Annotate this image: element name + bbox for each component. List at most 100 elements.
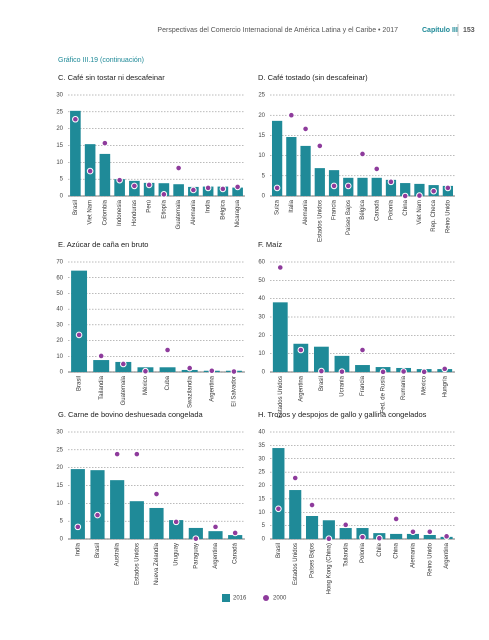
figure-label: Gráfico III.19 (continuación)	[58, 57, 144, 64]
y-tick-label: 0	[262, 194, 266, 200]
x-tick-label: Alemania	[411, 542, 417, 568]
x-tick-label: India	[75, 542, 81, 556]
dot	[376, 534, 383, 542]
bar	[110, 480, 125, 539]
dot	[160, 191, 168, 198]
dot	[308, 501, 316, 509]
dot	[204, 184, 212, 192]
y-tick-label: 25	[56, 109, 63, 115]
y-tick-label: 5	[262, 173, 266, 179]
dot	[342, 521, 349, 529]
dot	[86, 167, 94, 175]
y-tick-label: 15	[56, 143, 63, 149]
bar	[414, 183, 425, 196]
y-tick-label: 30	[56, 322, 63, 328]
dot	[325, 535, 333, 543]
dot	[401, 192, 409, 200]
dot	[116, 176, 123, 184]
bar	[423, 534, 436, 539]
dot	[441, 365, 449, 373]
dot	[231, 529, 239, 537]
x-tick-label: Uruguay	[174, 543, 180, 566]
x-tick-label: Hong Kong (China)	[326, 543, 332, 594]
dot	[387, 178, 395, 186]
dot	[420, 368, 428, 376]
dot	[153, 490, 160, 498]
bar	[93, 360, 110, 372]
y-tick-label: 5	[60, 519, 64, 525]
bar	[271, 120, 283, 196]
bar	[339, 528, 352, 539]
bar	[202, 186, 214, 196]
bar	[314, 168, 325, 196]
y-tick-label: 0	[262, 370, 266, 376]
x-tick-label: Francia	[360, 375, 366, 396]
bar	[305, 515, 319, 539]
y-tick-label: 10	[258, 153, 265, 159]
x-tick-label: Brasil	[276, 543, 282, 558]
chart-title: C. Café sin tostar ni descafeinar	[58, 73, 165, 82]
legend-swatch	[263, 595, 269, 601]
y-tick-label: 0	[60, 370, 64, 376]
x-tick-label: Honduras	[132, 200, 138, 226]
dot	[212, 523, 219, 531]
x-tick-label: Brasil	[319, 376, 325, 391]
y-tick-label: 30	[56, 93, 63, 99]
x-tick-label: Francia	[332, 199, 338, 220]
dot	[142, 367, 149, 375]
y-tick-label: 25	[56, 447, 63, 453]
dot	[74, 523, 82, 531]
legend-swatch	[222, 594, 230, 602]
bar	[208, 531, 223, 539]
bar	[272, 302, 288, 372]
y-tick-label: 60	[258, 260, 265, 266]
dot	[97, 352, 105, 360]
bar	[70, 469, 85, 539]
bar	[232, 187, 243, 196]
y-tick-label: 35	[258, 443, 265, 449]
x-tick-label: Perú	[147, 200, 153, 213]
running-header: Perspectivas del Comercio Internacional …	[157, 27, 398, 34]
y-tick-label: 10	[56, 354, 63, 360]
x-tick-label: Bélgica	[220, 199, 226, 219]
dot	[288, 111, 295, 119]
dot	[273, 184, 281, 192]
chart-title: E. Azúcar de caña en bruto	[58, 240, 148, 249]
dot	[230, 368, 238, 375]
chart-title: H. Trozos y despojos de gallo y gallina …	[258, 410, 427, 419]
y-tick-label: 20	[258, 333, 265, 339]
dot	[373, 165, 381, 173]
bar	[173, 184, 184, 196]
dot	[120, 360, 127, 368]
bar	[129, 501, 144, 539]
y-tick-label: 10	[258, 510, 265, 516]
y-tick-label: 25	[258, 93, 265, 99]
dot	[276, 264, 284, 271]
bar	[313, 346, 329, 372]
dot	[190, 186, 197, 194]
y-tick-label: 30	[56, 430, 63, 436]
bar	[334, 355, 350, 372]
chart-title: G. Carne de bovino deshuesada congelada	[58, 410, 204, 419]
bar	[322, 520, 335, 539]
bar	[390, 533, 403, 539]
dot	[219, 185, 227, 193]
dot	[392, 515, 400, 523]
x-tick-label: Alemania	[191, 199, 197, 225]
dot	[318, 367, 325, 375]
x-tick-label: Tailandia	[99, 375, 105, 399]
y-tick-label: 30	[258, 315, 265, 321]
dot	[359, 150, 366, 158]
dot	[172, 518, 180, 526]
bar	[158, 183, 170, 196]
bar	[406, 533, 420, 539]
bar	[71, 270, 88, 372]
bar	[143, 182, 155, 196]
bar	[286, 137, 297, 196]
x-tick-label: Argentina	[209, 375, 215, 401]
x-tick-label: Nueva Zelandia	[154, 542, 160, 585]
dot	[131, 182, 138, 190]
x-tick-label: Rep. Checa	[431, 199, 437, 231]
x-tick-label: Chile	[377, 542, 383, 556]
